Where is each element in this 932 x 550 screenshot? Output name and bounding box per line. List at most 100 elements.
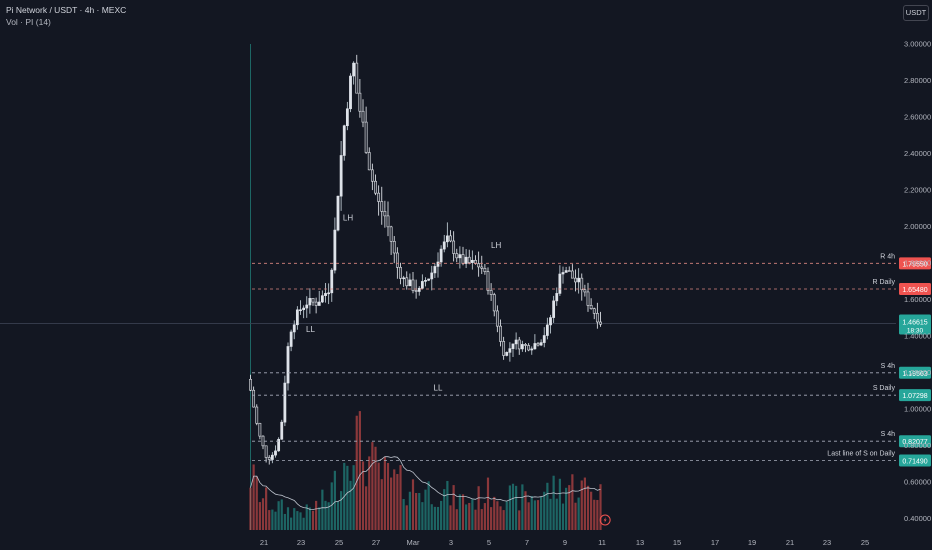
candle-body xyxy=(533,343,537,350)
candle-body xyxy=(595,313,599,323)
volume-bar xyxy=(543,491,546,530)
symbol-title[interactable]: Pi Network / USDT · 4h · MEXC xyxy=(6,5,127,15)
volume-bar xyxy=(283,513,286,530)
candle-body xyxy=(567,270,571,272)
candle-body xyxy=(411,279,415,291)
volume-bar xyxy=(293,508,296,530)
price-tick-label: 0.40000 xyxy=(904,514,931,523)
volume-bar xyxy=(490,507,493,530)
volume-bar xyxy=(561,503,565,530)
volume-bar xyxy=(452,485,455,530)
volume-bar xyxy=(324,500,327,530)
volume-bar xyxy=(399,465,402,530)
candle-body xyxy=(358,92,362,112)
candle-body xyxy=(355,62,359,94)
volume-bar xyxy=(361,461,365,530)
volume-bar xyxy=(455,509,458,530)
volume-bar xyxy=(290,517,293,530)
volume-bar xyxy=(558,478,561,530)
candle-body xyxy=(424,280,427,282)
volume-bar xyxy=(249,487,252,530)
currency-button[interactable]: USDT xyxy=(903,5,929,21)
level-price-text: 0.71490 xyxy=(902,459,927,466)
volume-bar xyxy=(271,509,274,530)
volume-bar xyxy=(571,474,574,530)
volume-bar xyxy=(433,506,436,530)
volume-bar xyxy=(383,456,386,530)
candle-body xyxy=(283,382,287,423)
volume-bar xyxy=(336,501,340,530)
volume-bar xyxy=(299,512,302,530)
pattern-label: LH xyxy=(343,214,353,223)
volume-bar xyxy=(346,465,349,530)
price-axis[interactable]: 3.00000 2.80000 2.60000 2.40000 2.20000 2.000… xyxy=(904,40,931,524)
pattern-label: LH xyxy=(491,241,501,250)
candle-body xyxy=(389,226,393,242)
volume-bar xyxy=(330,482,333,530)
candle-body xyxy=(436,261,440,267)
candle-body xyxy=(574,277,577,283)
volume-bar xyxy=(377,462,380,530)
candle-body xyxy=(427,278,431,281)
level-price-text: 1.65480 xyxy=(902,287,927,294)
candle-body xyxy=(445,235,449,243)
pattern-label: LL xyxy=(306,325,315,334)
price-tick-label: 2.40000 xyxy=(904,149,931,158)
volume-bar xyxy=(443,489,446,530)
volume-bar xyxy=(286,507,290,530)
level-label: R 4h xyxy=(880,253,895,260)
volume-bar xyxy=(533,500,536,530)
candle-body xyxy=(299,309,302,312)
candle-body xyxy=(320,295,324,303)
candle-body xyxy=(380,201,384,212)
volume-indicator-label[interactable]: Vol · PI (14) xyxy=(6,17,51,27)
volume-bar xyxy=(308,507,311,530)
candle-body xyxy=(480,266,484,269)
candle-body xyxy=(386,215,390,228)
candle-body xyxy=(439,248,443,263)
candle-body xyxy=(352,62,356,77)
candle-body xyxy=(295,309,299,326)
volume-bar xyxy=(340,491,343,530)
volume-bar xyxy=(268,510,271,530)
volume-bar xyxy=(568,485,571,530)
volume-bar xyxy=(586,485,590,530)
candle-body xyxy=(489,290,493,295)
volume-bars xyxy=(249,411,602,530)
candle-body xyxy=(520,344,524,350)
volume-bar xyxy=(252,464,255,530)
candle-body xyxy=(258,423,262,437)
candle-body xyxy=(324,293,327,296)
candle-body xyxy=(514,339,518,345)
volume-bar xyxy=(477,486,480,530)
price-tick-label: 1.60000 xyxy=(904,295,931,304)
volume-bar xyxy=(408,491,411,530)
candle-body xyxy=(255,406,259,424)
price-tick-label: 0.60000 xyxy=(904,478,931,487)
volume-bar xyxy=(405,505,408,530)
candle-body xyxy=(545,324,549,336)
candle-body xyxy=(367,152,371,171)
candle-body xyxy=(536,343,540,346)
volume-bar xyxy=(296,511,299,530)
current-price-value: 1.46615 xyxy=(902,319,927,326)
volume-bar xyxy=(483,503,486,530)
candle-body xyxy=(377,192,381,202)
volume-bar xyxy=(386,463,390,530)
candle-body xyxy=(452,240,456,254)
volume-bar xyxy=(574,502,577,530)
volume-bar xyxy=(493,496,496,530)
time-axis[interactable]: 21 23 25 27 Mar 3 5 7 9 11 13 15 17 19 21 23 25 xyxy=(260,538,869,547)
volume-bar xyxy=(499,506,502,530)
time-tick-label: 23 xyxy=(297,538,305,547)
candle-body xyxy=(311,298,315,303)
time-tick-label: 27 xyxy=(372,538,380,547)
volume-bar xyxy=(415,493,418,530)
volume-bar xyxy=(502,510,505,530)
price-tick-label: 1.80000 xyxy=(904,259,931,268)
candle-body xyxy=(364,121,368,153)
candle-body xyxy=(342,125,346,156)
candle-body xyxy=(492,294,496,312)
candle-body xyxy=(524,344,527,346)
